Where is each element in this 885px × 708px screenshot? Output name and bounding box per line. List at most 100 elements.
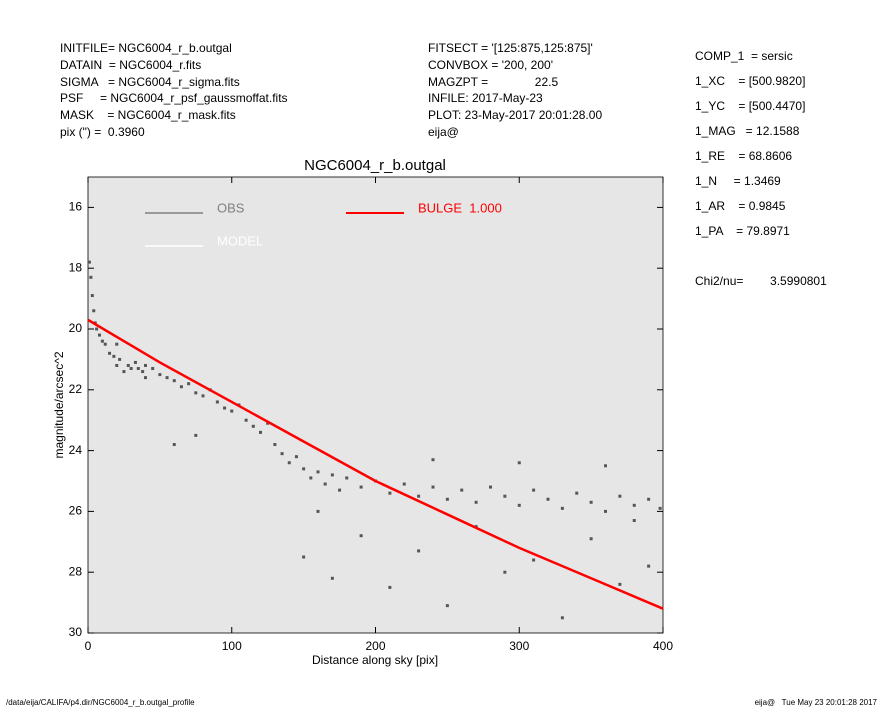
obs-point [172,379,176,383]
obs-point [417,549,421,553]
x-tick-label: 400 [653,639,673,653]
header-line: 1_N = 1.3469 [695,174,781,188]
obs-point [618,494,622,498]
header-line: CONVBOX = '200, 200' [428,57,553,72]
chart-title: NGC6004_r_b.outgal [304,157,446,174]
obs-point [474,500,478,504]
obs-point [309,476,313,480]
x-tick-label: 100 [222,639,242,653]
header-line: 1_AR = 0.9845 [695,199,786,213]
header-line: COMP_1 = sersic [695,49,793,63]
obs-point [345,476,349,480]
obs-point [144,363,147,367]
y-tick-label: 22 [69,382,83,396]
obs-point [194,433,198,437]
header-line: MASK = NGC6004_r_mask.fits [60,108,236,123]
obs-point [460,488,464,492]
obs-point [316,509,320,513]
obs-point [604,464,607,468]
obs-point [560,506,564,510]
obs-point [316,470,320,474]
obs-point [112,354,116,358]
obs-point [532,558,536,562]
legend-label: OBS [217,200,245,215]
x-tick-label: 0 [85,639,92,653]
obs-point [330,473,334,477]
footer-left: /data/eija/CALIFA/p4.dir/NGC6004_r_b.out… [6,698,195,707]
obs-point [87,260,91,264]
header-line: MAGZPT = 22.5 [428,74,559,89]
obs-point [90,294,94,298]
header-line: DATAIN = NGC6004_r.fits [60,57,202,72]
obs-point [266,421,270,425]
obs-point [445,497,449,501]
obs-point [402,482,406,486]
obs-point [158,373,162,377]
header-line: INFILE: 2017-May-23 [428,91,543,106]
obs-point [287,461,291,465]
obs-point [100,339,104,343]
y-tick-label: 20 [69,321,83,335]
header-line: 1_YC = [500.4470] [695,99,806,113]
obs-point [98,333,101,337]
obs-point [129,367,133,371]
obs-point [115,363,119,367]
obs-point [95,327,99,331]
obs-point [302,555,306,559]
obs-point [489,485,492,489]
obs-point [575,491,579,495]
header-right: COMP_1 = sersic 1_XC = [500.9820] 1_YC = [… [695,48,805,248]
obs-point [323,482,327,486]
chi2: Chi2/nu= 3.5990801 [695,274,827,288]
obs-point [532,488,536,492]
obs-point [388,491,392,495]
obs-point [151,367,155,371]
y-tick-label: 28 [69,564,83,578]
obs-point [259,430,262,434]
obs-point [92,309,96,313]
obs-point [194,391,198,395]
obs-point [280,452,284,456]
obs-point [647,564,651,568]
obs-point [136,367,140,371]
y-axis-label: magnitude/arcsec^2 [52,351,66,458]
obs-point [618,582,622,586]
obs-point [273,443,277,447]
header-line: pix (") = 0.3960 [60,124,145,139]
y-tick-label: 24 [69,443,83,457]
obs-point [604,509,607,513]
obs-point [172,443,176,447]
obs-point [560,616,564,620]
header-line: 1_MAG = 12.1588 [695,124,800,138]
obs-point [141,370,145,374]
x-tick-label: 200 [365,639,385,653]
chart: NGC6004_r_b.outgal Distance along sky [p… [52,157,673,667]
header-left: INITFILE= NGC6004_r_b.outgal DATAIN = NGC… [60,40,288,141]
obs-point [330,576,334,580]
header-line: INITFILE= NGC6004_r_b.outgal [60,41,232,55]
obs-point [445,604,449,608]
y-tick-label: 18 [69,260,83,274]
obs-point [118,357,122,361]
header-line: SIGMA = NGC6004_r_sigma.fits [60,74,240,89]
obs-point [302,467,306,471]
obs-point [632,503,636,507]
header-middle: FITSECT = '[125:875,125:875]' CONVBOX = '… [428,40,602,141]
obs-point [89,275,93,279]
model-line [87,318,664,610]
legend-label: MODEL [217,233,263,248]
y-tick-label: 26 [69,504,83,518]
footer-right: eija@ Tue May 23 20:01:28 2017 [754,698,877,707]
obs-point [417,494,421,498]
obs-point [126,363,130,367]
obs-point [201,394,205,398]
header-line: 1_PA = 79.8971 [695,224,790,238]
obs-point [223,406,227,410]
header-line: 1_XC = [500.9820] [695,74,806,88]
y-tick-label: 30 [69,625,83,639]
obs-point [294,455,298,459]
obs-point [589,537,593,541]
obs-point [108,351,112,355]
obs-point [359,485,363,489]
